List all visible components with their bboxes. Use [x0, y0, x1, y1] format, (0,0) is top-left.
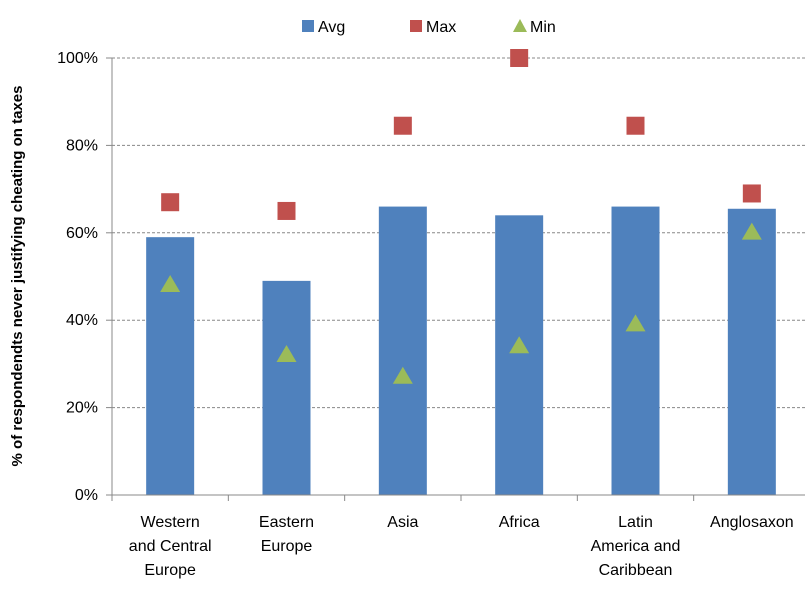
y-tick-label: 100%	[57, 50, 98, 67]
legend-swatch	[302, 20, 314, 32]
y-axis-label: % of respondendts never justifying cheat…	[9, 86, 26, 467]
axes	[106, 57, 805, 501]
avg-bar	[378, 206, 427, 495]
legend-item: Min	[513, 19, 556, 36]
avg-bar	[611, 206, 660, 495]
y-tick-label: 0%	[75, 487, 98, 504]
min-marker	[392, 366, 413, 384]
x-category-label: Asia	[387, 514, 418, 531]
max-marker	[393, 116, 412, 135]
max-markers	[161, 49, 761, 220]
legend-item: Max	[410, 19, 456, 36]
avg-bar	[495, 215, 544, 495]
y-tick-labels: 0% 20% 40% 60% 80% 100%	[57, 50, 98, 504]
x-category-label: Eastern Europe	[259, 514, 314, 555]
min-marker	[160, 275, 181, 293]
avg-bar	[262, 280, 311, 495]
y-tick-label: 60%	[66, 225, 98, 242]
y-tick-label: 80%	[66, 137, 98, 154]
x-category-label: Latin America and Caribbean	[591, 514, 681, 579]
legend: Avg Max Min	[302, 19, 556, 36]
x-category-label: Africa	[499, 514, 540, 531]
max-marker	[161, 193, 180, 212]
x-category-labels: Western and Central Europe Eastern Europe Asi…	[129, 514, 794, 579]
legend-label: Min	[530, 19, 556, 36]
legend-label: Max	[426, 19, 456, 36]
min-markers	[160, 222, 762, 384]
legend-swatch	[513, 19, 527, 32]
min-marker	[741, 222, 762, 240]
max-marker	[510, 49, 529, 67]
min-marker	[625, 314, 646, 332]
max-marker	[626, 116, 645, 135]
y-tick-label: 20%	[66, 400, 98, 417]
gridlines	[112, 57, 805, 409]
y-tick-label: 40%	[66, 312, 98, 329]
avg-bars	[146, 206, 776, 496]
x-category-label: Western and Central Europe	[129, 514, 212, 579]
max-marker	[742, 184, 761, 203]
legend-item: Avg	[302, 19, 345, 36]
legend-swatch	[410, 20, 422, 32]
min-marker	[509, 336, 530, 354]
avg-bar	[727, 208, 776, 495]
x-category-label: Anglosaxon	[710, 514, 794, 531]
min-marker	[276, 344, 297, 362]
max-marker	[277, 201, 296, 220]
legend-label: Avg	[318, 19, 345, 36]
